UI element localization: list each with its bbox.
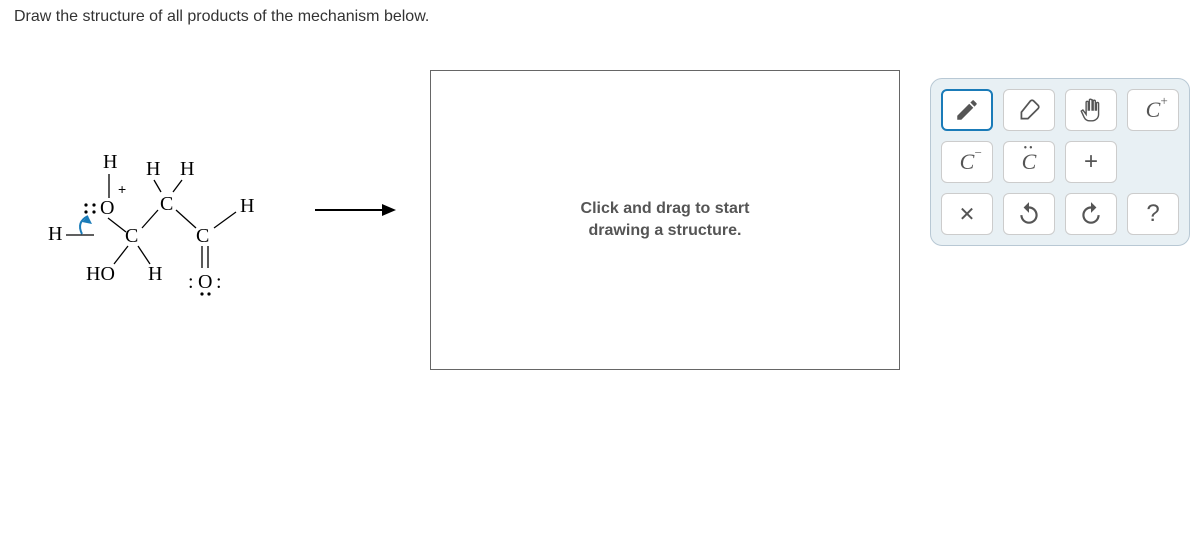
molecule-svg: H H H + O H C C C H <box>20 150 300 330</box>
close-icon: ✕ <box>959 202 976 227</box>
atom-c: C <box>196 225 209 247</box>
atom-o: O <box>100 197 114 219</box>
drawing-canvas[interactable]: Click and drag to start drawing a struct… <box>430 70 900 370</box>
help-icon: ? <box>1146 200 1159 228</box>
atom-h: H <box>148 263 162 285</box>
hand-tool-button[interactable] <box>1065 89 1117 131</box>
toolbar-spacer <box>1127 141 1179 183</box>
question-prompt: Draw the structure of all products of th… <box>14 8 429 26</box>
pencil-icon <box>954 97 980 123</box>
lone-pair: : <box>216 271 222 293</box>
atom-o: O <box>198 271 212 293</box>
eraser-tool-button[interactable] <box>1003 89 1055 131</box>
atom-c: C <box>160 193 173 215</box>
undo-button[interactable] <box>1003 193 1055 235</box>
eraser-icon <box>1016 97 1042 123</box>
c-plus-icon: C+ <box>1146 97 1161 123</box>
reaction-arrow <box>310 200 400 220</box>
help-button[interactable]: ? <box>1127 193 1179 235</box>
atom-h: H <box>103 151 117 173</box>
atom-ho: HO <box>86 263 115 285</box>
charge-plus: + <box>118 181 126 197</box>
canvas-placeholder: Click and drag to start drawing a struct… <box>581 198 750 243</box>
atom-h: H <box>146 158 160 180</box>
c-dots-icon: ••C <box>1022 149 1037 175</box>
atom-h: H <box>48 223 62 245</box>
undo-icon <box>1016 201 1042 227</box>
close-button[interactable]: ✕ <box>941 193 993 235</box>
drawing-toolbar: C+ C− ••C + ✕ ? <box>930 78 1190 246</box>
atom-c: C <box>125 225 138 247</box>
radical-button[interactable]: ••C <box>1003 141 1055 183</box>
pencil-tool-button[interactable] <box>941 89 993 131</box>
plus-button[interactable]: + <box>1065 141 1117 183</box>
molecule-structure: H H H + O H C C C H <box>20 150 380 330</box>
redo-button[interactable] <box>1065 193 1117 235</box>
carbanion-button[interactable]: C− <box>941 141 993 183</box>
atom-h: H <box>180 158 194 180</box>
c-minus-icon: C− <box>960 149 975 175</box>
atom-h: H <box>240 195 254 217</box>
plus-icon: + <box>1084 148 1098 176</box>
hand-icon <box>1078 97 1104 123</box>
lone-pair: : <box>188 271 194 293</box>
redo-icon <box>1078 201 1104 227</box>
carbocation-button[interactable]: C+ <box>1127 89 1179 131</box>
